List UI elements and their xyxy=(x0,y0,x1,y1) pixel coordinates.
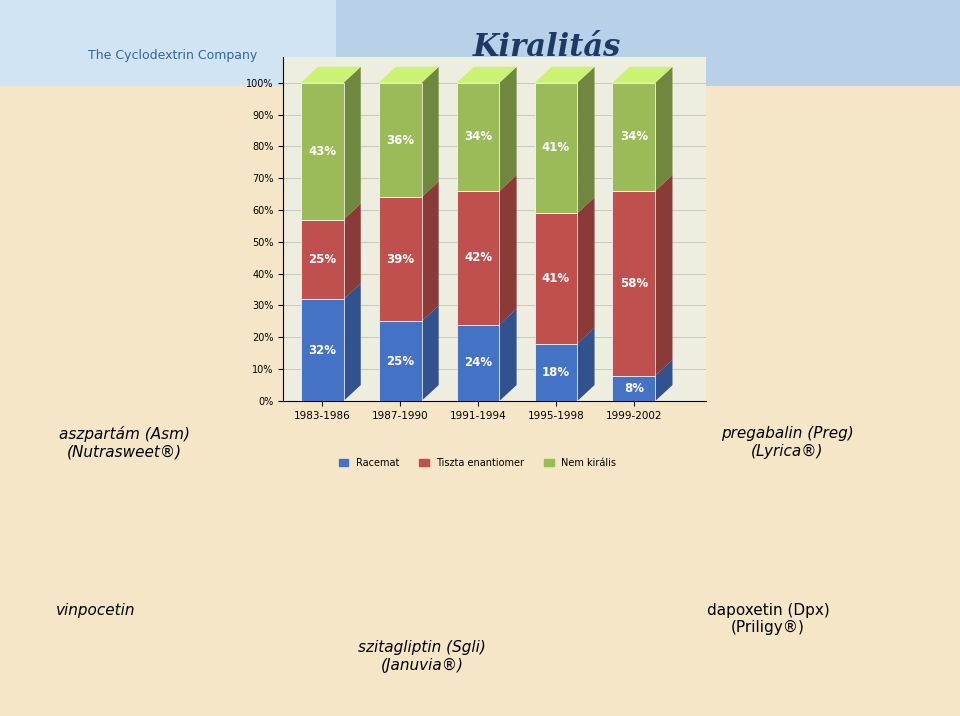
Polygon shape xyxy=(656,175,672,375)
Polygon shape xyxy=(421,67,439,198)
Polygon shape xyxy=(535,344,577,401)
Text: vinpocetin: vinpocetin xyxy=(57,603,135,618)
Polygon shape xyxy=(300,299,344,401)
Polygon shape xyxy=(300,83,344,220)
Polygon shape xyxy=(577,67,594,213)
Polygon shape xyxy=(344,203,361,299)
Text: The Cyclodextrin Company: The Cyclodextrin Company xyxy=(88,49,257,62)
Text: 8%: 8% xyxy=(624,382,644,395)
Text: szitagliptin (Sgli)
(Januvia®): szitagliptin (Sgli) (Januvia®) xyxy=(358,640,487,673)
Text: aszpartám (Asm)
(Nutrasweet®): aszpartám (Asm) (Nutrasweet®) xyxy=(60,426,190,460)
Polygon shape xyxy=(535,213,577,344)
Text: 43%: 43% xyxy=(308,145,336,158)
Text: 58%: 58% xyxy=(620,276,648,290)
Polygon shape xyxy=(656,359,672,401)
Polygon shape xyxy=(378,321,421,401)
Polygon shape xyxy=(300,220,344,299)
Polygon shape xyxy=(300,67,361,83)
Bar xyxy=(0,0,336,86)
Polygon shape xyxy=(612,83,656,191)
Text: 24%: 24% xyxy=(464,357,492,369)
Polygon shape xyxy=(577,328,594,401)
Polygon shape xyxy=(612,375,656,401)
Text: 41%: 41% xyxy=(541,272,570,285)
Text: 25%: 25% xyxy=(386,354,414,368)
Text: Kiralitás: Kiralitás xyxy=(473,32,621,63)
Polygon shape xyxy=(457,191,499,324)
Polygon shape xyxy=(421,181,439,321)
Polygon shape xyxy=(457,83,499,191)
Polygon shape xyxy=(300,203,361,220)
Text: 34%: 34% xyxy=(620,130,648,143)
Polygon shape xyxy=(457,175,516,191)
Text: 41%: 41% xyxy=(541,142,570,155)
Polygon shape xyxy=(535,83,577,213)
Polygon shape xyxy=(535,67,594,83)
Polygon shape xyxy=(612,175,672,191)
Polygon shape xyxy=(378,181,439,198)
Polygon shape xyxy=(378,306,439,321)
Polygon shape xyxy=(378,83,421,198)
Text: 25%: 25% xyxy=(308,253,336,266)
Text: 34%: 34% xyxy=(464,130,492,143)
Text: 36%: 36% xyxy=(386,133,414,147)
Polygon shape xyxy=(612,191,656,375)
Legend: Racemat, Tiszta enantiomer, Nem királis: Racemat, Tiszta enantiomer, Nem királis xyxy=(335,454,620,472)
Text: 32%: 32% xyxy=(308,344,336,357)
Polygon shape xyxy=(612,67,672,83)
Text: dapoxetin (Dpx)
(Priligy®): dapoxetin (Dpx) (Priligy®) xyxy=(707,603,829,635)
Polygon shape xyxy=(535,328,594,344)
Polygon shape xyxy=(499,67,516,191)
Polygon shape xyxy=(300,284,361,299)
Polygon shape xyxy=(378,198,421,321)
Polygon shape xyxy=(499,175,516,324)
Text: 42%: 42% xyxy=(464,251,492,264)
Polygon shape xyxy=(457,309,516,324)
Polygon shape xyxy=(457,67,516,83)
Text: pregabalin (Preg)
(Lyrica®): pregabalin (Preg) (Lyrica®) xyxy=(721,426,853,458)
Polygon shape xyxy=(499,309,516,401)
Polygon shape xyxy=(656,67,672,191)
Polygon shape xyxy=(535,198,594,213)
Polygon shape xyxy=(421,306,439,401)
Polygon shape xyxy=(344,284,361,401)
Polygon shape xyxy=(344,67,361,220)
Polygon shape xyxy=(612,359,672,375)
Polygon shape xyxy=(457,324,499,401)
Text: 39%: 39% xyxy=(386,253,414,266)
Polygon shape xyxy=(577,198,594,344)
Text: 18%: 18% xyxy=(541,366,570,379)
Polygon shape xyxy=(378,67,439,83)
